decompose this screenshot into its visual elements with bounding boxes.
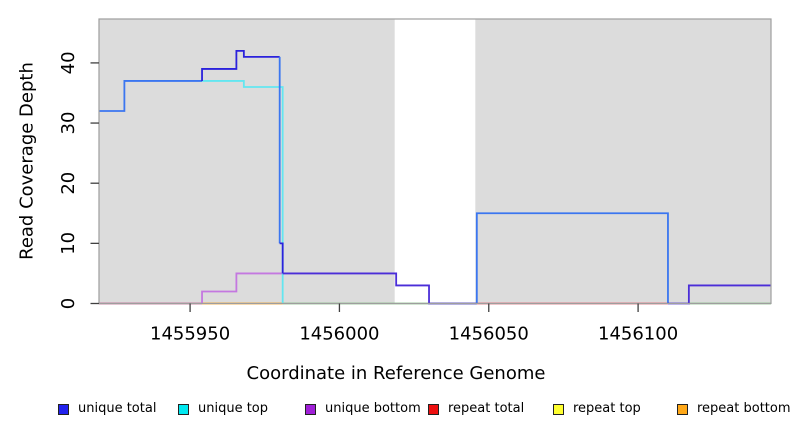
series-unique-top-steps: [202, 80, 284, 304]
series-unique-bottom-steps: [201, 272, 283, 304]
series-unique-total-block: [475, 212, 669, 304]
x-tick-label-1456000: 1456000: [299, 324, 379, 345]
x-tick-label-1456050: 1456050: [449, 324, 529, 345]
y-tick-label-40: 40: [58, 51, 79, 74]
x-axis-title: Coordinate in Reference Genome: [246, 363, 546, 384]
series-unique-total-peak: [201, 49, 280, 81]
series-unique-total-left: [99, 80, 203, 112]
y-tick-label-10: 10: [58, 232, 79, 255]
plot-box: [98, 18, 772, 305]
y-tick-label-30: 30: [58, 112, 79, 135]
y-tick-label-0: 0: [58, 298, 79, 309]
shaded-region-1: [99, 19, 395, 304]
x-tick-label-1455950: 1455950: [150, 324, 230, 345]
x-tick-label-1456100: 1456100: [598, 324, 678, 345]
y-axis-title: Read Coverage Depth: [16, 62, 38, 260]
y-tick-label-20: 20: [58, 172, 79, 195]
series-unique-total-notch: [279, 242, 284, 274]
shaded-region-2: [475, 19, 771, 304]
